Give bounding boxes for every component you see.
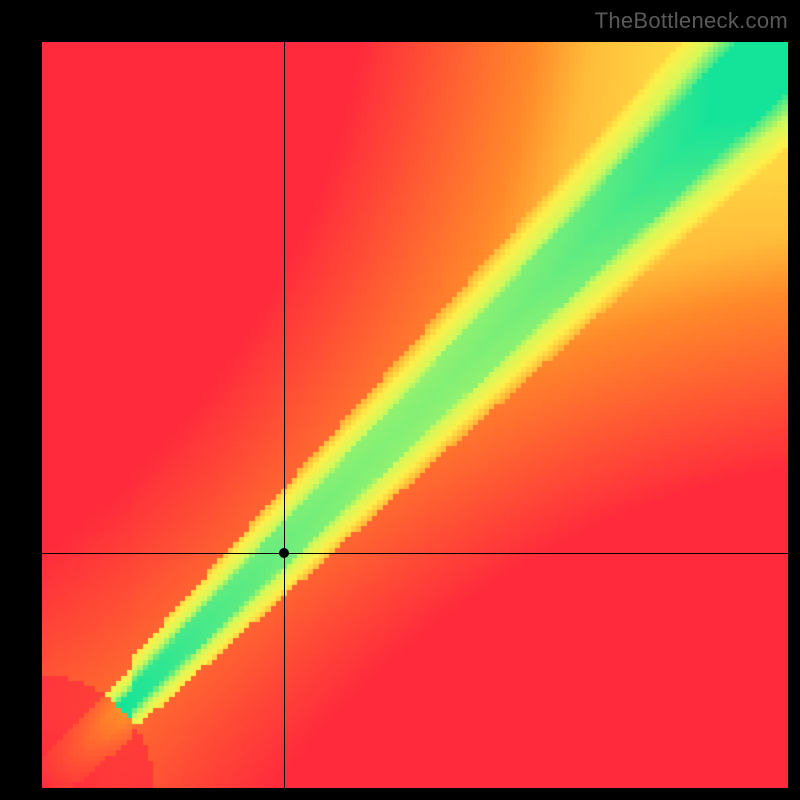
heatmap-canvas [42, 42, 788, 788]
crosshair-vertical [284, 42, 285, 788]
crosshair-horizontal [42, 553, 788, 554]
plot-area [42, 42, 788, 788]
watermark-text: TheBottleneck.com [595, 8, 788, 34]
